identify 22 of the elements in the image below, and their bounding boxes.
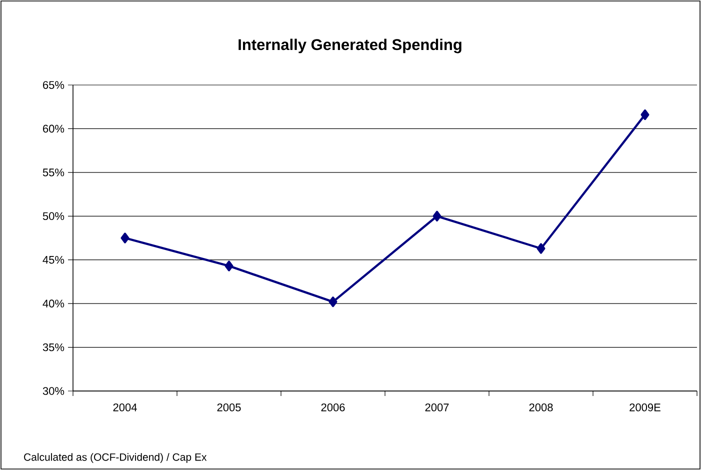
y-tick-label: 50%	[42, 212, 64, 220]
point	[640, 109, 650, 120]
y-tick-label: 40%	[42, 300, 64, 308]
y-tick-label: 65%	[43, 81, 64, 89]
point	[432, 210, 442, 222]
point	[536, 243, 546, 254]
point	[120, 232, 130, 244]
x-tick-label: 2008	[529, 404, 553, 412]
x-tick-label: 2006	[321, 404, 345, 412]
y-tick-label: 30%	[42, 387, 64, 395]
x-tick-label: 2007	[425, 404, 449, 412]
point	[224, 260, 234, 272]
y-tick-label: 60%	[43, 124, 64, 133]
x-tick-label: 2005	[217, 404, 241, 412]
x-tick-label: 2009E	[630, 404, 660, 412]
chart-title: Internally Generated Spending	[238, 38, 462, 54]
y-tick-label: 45%	[42, 256, 64, 264]
point	[328, 296, 338, 308]
text: Calculated as (OCF-Dividend) / Cap Ex	[24, 453, 207, 463]
y-tick-label: 55%	[42, 168, 64, 176]
x-tick-label: 2004	[113, 404, 137, 412]
y-tick-label: 35%	[42, 343, 64, 352]
